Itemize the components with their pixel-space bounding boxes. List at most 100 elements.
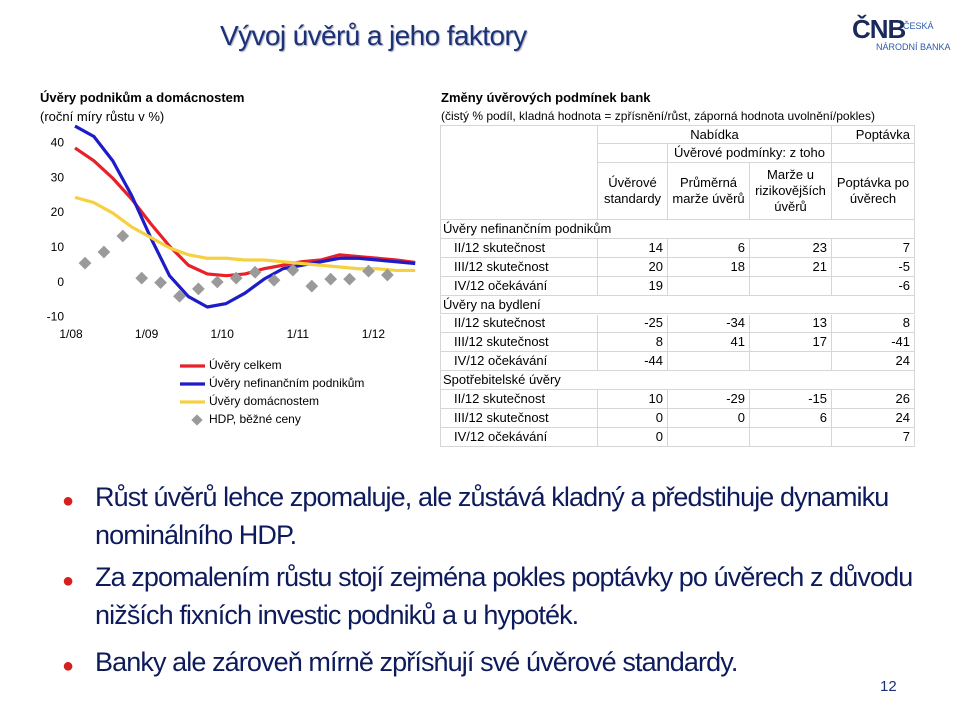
- bullet-marker: ●: [62, 570, 74, 592]
- bullet-text: Za zpomalením růstu stojí zejména pokles…: [95, 562, 913, 630]
- bullet-item: ● Za zpomalením růstu stojí zejména pokle…: [62, 558, 942, 638]
- column-header: Úvěrové standardy: [598, 163, 668, 220]
- table-cell: [598, 144, 668, 163]
- table-value: 24: [832, 409, 915, 428]
- row-label: IV/12 očekávání: [440, 352, 598, 372]
- table-value: 19: [598, 276, 668, 296]
- data-point: [229, 271, 243, 285]
- table-value: -44: [598, 352, 668, 372]
- table-value: [668, 427, 750, 447]
- table-value: 20: [598, 257, 668, 277]
- column-header: Poptávka: [832, 125, 915, 144]
- data-point: [305, 279, 319, 293]
- table-value: 7: [832, 238, 915, 258]
- x-tick-label: 1/12: [362, 327, 386, 341]
- table-title: Změny úvěrových podmínek bank: [441, 90, 651, 105]
- column-header: Marže u rizikovějších úvěrů: [750, 163, 832, 220]
- table-value: 0: [668, 409, 750, 428]
- table-value: -6: [832, 276, 915, 296]
- table-value: 17: [750, 333, 832, 353]
- data-point: [116, 229, 130, 243]
- table-value: [668, 276, 750, 296]
- legend-marker: [191, 414, 203, 426]
- table-value: -34: [668, 314, 750, 334]
- table-value: -41: [832, 333, 915, 353]
- row-label: III/12 skutečnost: [440, 409, 598, 428]
- data-point: [154, 276, 167, 290]
- data-point: [210, 275, 224, 289]
- data-point: [324, 272, 338, 286]
- row-group: Úvěry nefinančním podnikům: [440, 220, 915, 239]
- table-value: 8: [598, 333, 668, 353]
- x-tick-label: 1/09: [135, 327, 159, 341]
- column-header: Úvěrové podmínky: z toho: [668, 144, 832, 163]
- column-header: Poptávka po úvěrech: [832, 163, 915, 220]
- table-value: 0: [598, 427, 668, 447]
- bullet-marker: ●: [62, 655, 74, 677]
- table-value: 23: [750, 238, 832, 258]
- slide-title: Vývoj úvěrů a jeho faktory: [220, 20, 527, 51]
- data-point: [97, 245, 111, 259]
- table-value: 6: [750, 409, 832, 428]
- bullet-text: Banky ale zároveň mírně zpřísňují své úv…: [95, 647, 738, 677]
- data-point: [286, 263, 300, 277]
- table-value: 0: [598, 409, 668, 428]
- table-value: 13: [750, 314, 832, 334]
- table-cell: [440, 125, 598, 220]
- table-cell: [832, 144, 915, 163]
- table-value: 7: [832, 427, 915, 447]
- table-value: 8: [832, 314, 915, 334]
- bullet-marker: ●: [62, 490, 74, 512]
- page-number: 12: [880, 678, 897, 695]
- series-line: [74, 146, 416, 278]
- legend-label: Úvěry celkem: [209, 357, 282, 372]
- data-point: [192, 282, 205, 296]
- row-label: II/12 skutečnost: [440, 314, 598, 334]
- row-group: Spotřebitelské úvěry: [440, 371, 915, 391]
- table-subtitle: (čistý % podíl, kladná hodnota = zpřísně…: [441, 109, 875, 123]
- data-point: [78, 256, 92, 270]
- row-label: II/12 skutečnost: [440, 390, 598, 409]
- data-point: [343, 272, 356, 286]
- row-label: IV/12 očekávání: [440, 427, 598, 447]
- table-value: [750, 352, 832, 372]
- table-value: [750, 427, 832, 447]
- table-value: -25: [598, 314, 668, 334]
- x-tick-label: 1/10: [211, 327, 235, 341]
- table-value: 24: [832, 352, 915, 372]
- y-tick-label: 40: [51, 136, 65, 150]
- column-header: Nabídka: [598, 125, 832, 144]
- bullet-item: ● Banky ale zároveň mírně zpřísňují své ú…: [62, 643, 942, 723]
- table-value: -29: [668, 390, 750, 409]
- data-point: [173, 289, 186, 303]
- series-line: [74, 195, 416, 273]
- chart: -10 0 10 20 30 40 1/08 1/09 1/10 1/11 1/12 Úvěry ce…: [47, 124, 416, 426]
- y-tick-label: -10: [47, 310, 65, 324]
- table-value: 26: [832, 390, 915, 409]
- table-value: 18: [668, 257, 750, 277]
- data-point: [248, 265, 262, 279]
- data-point: [267, 273, 281, 287]
- data-point: [381, 268, 394, 282]
- column-header: Průměrná marže úvěrů: [668, 163, 750, 220]
- logo-name: NÁRODNÍ BANKA: [876, 42, 951, 52]
- legend-label: Úvěry nefinančním podnikům: [209, 375, 364, 390]
- row-label: III/12 skutečnost: [440, 257, 598, 277]
- table-value: [668, 352, 750, 372]
- row-group: Úvěry na bydlení: [440, 295, 915, 315]
- bullet-text: Růst úvěrů lehce zpomaluje, ale zůstává …: [95, 482, 889, 550]
- table-value: -5: [832, 257, 915, 277]
- bullet-item: ● Růst úvěrů lehce zpomaluje, ale zůstává…: [62, 478, 942, 558]
- table-value: 41: [668, 333, 750, 353]
- row-label: III/12 skutečnost: [440, 333, 598, 353]
- series-line: [74, 124, 416, 309]
- table-value: 14: [598, 238, 668, 258]
- x-tick-label: 1/11: [287, 327, 310, 341]
- table-value: [750, 276, 832, 296]
- chart-subtitle: (roční míry růstu v %): [40, 109, 165, 124]
- x-tick-label: 1/08: [59, 327, 83, 341]
- y-tick-label: 0: [57, 275, 64, 289]
- row-label: II/12 skutečnost: [440, 238, 598, 258]
- data-point: [362, 264, 375, 278]
- legend-label: HDP, běžné ceny: [209, 412, 301, 426]
